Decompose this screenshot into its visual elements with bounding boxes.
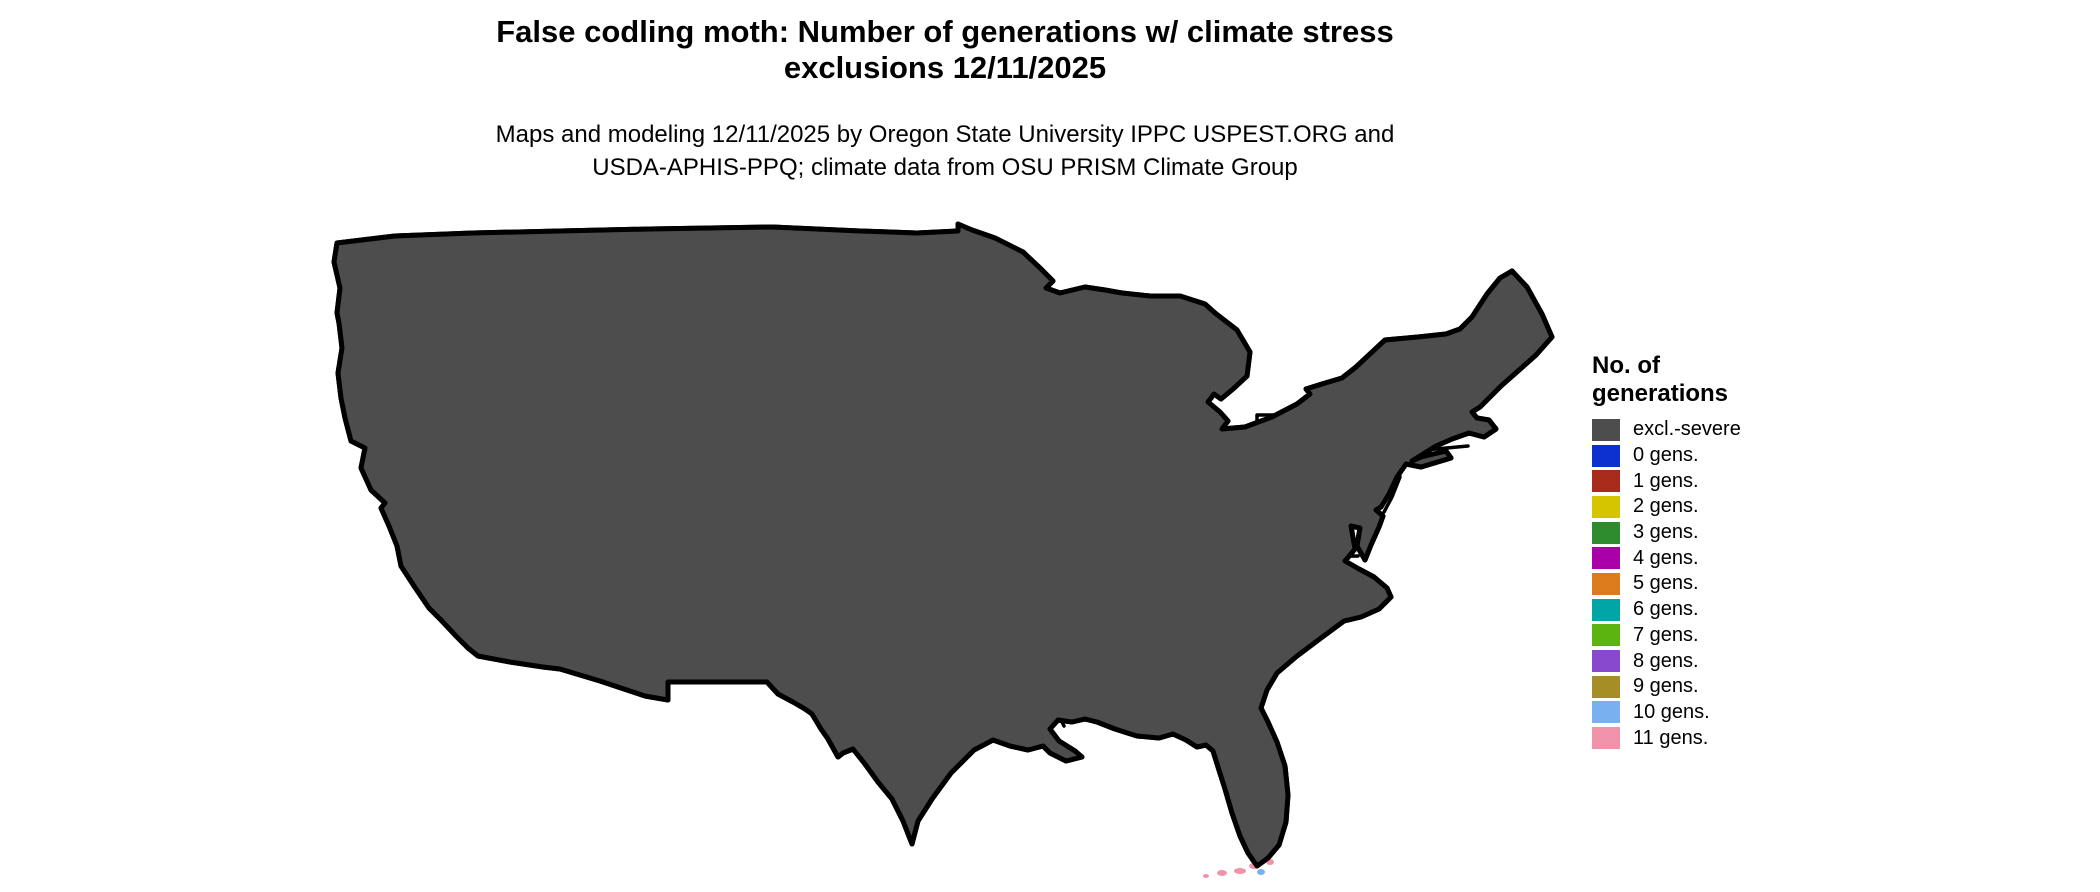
coastline-stroke	[334, 224, 1552, 866]
legend-swatch-2	[1592, 495, 1620, 518]
region-gen-8	[720, 699, 734, 711]
legend-label-3: 3 gens.	[1633, 521, 1699, 544]
page-subtitle-line2: USDA-APHIS-PPQ; climate data from OSU PR…	[592, 154, 1298, 181]
legend-item-excl: excl.-severe	[1592, 417, 1832, 443]
legend-swatch-8	[1592, 650, 1620, 673]
legend-label-7: 7 gens.	[1633, 623, 1699, 646]
region-gen-8	[696, 686, 710, 698]
region-gen-4	[430, 655, 440, 664]
legend-title: No. of generations	[1592, 352, 1832, 408]
region-gen-11	[1234, 868, 1246, 874]
legend-item-3: 3 gens.	[1592, 520, 1832, 546]
legend-label-excl: excl.-severe	[1633, 418, 1741, 441]
legend-swatch-4	[1592, 547, 1620, 570]
legend-item-10: 10 gens.	[1592, 700, 1832, 726]
legend-swatch-11	[1592, 727, 1620, 750]
legend-item-5: 5 gens.	[1592, 571, 1832, 597]
page-subtitle: Maps and modeling 12/11/2025 by Oregon S…	[0, 118, 1890, 184]
legend-swatch-0	[1592, 444, 1620, 467]
legend-label-10: 10 gens.	[1633, 700, 1710, 723]
legend-swatch-7	[1592, 624, 1620, 647]
legend-item-8: 8 gens.	[1592, 648, 1832, 674]
legend-item-0: 0 gens.	[1592, 443, 1832, 469]
legend-item-1: 1 gens.	[1592, 468, 1832, 494]
legend-swatch-6	[1592, 598, 1620, 621]
legend: No. of generations excl.-severe 0 gens. 1 …	[1592, 352, 1832, 751]
region-gen-8	[742, 713, 754, 724]
legend-swatch-10	[1592, 701, 1620, 724]
region-gen-10	[1257, 869, 1265, 875]
legend-item-4: 4 gens.	[1592, 545, 1832, 571]
legend-label-4: 4 gens.	[1633, 546, 1699, 569]
legend-label-6: 6 gens.	[1633, 598, 1699, 621]
legend-item-6: 6 gens.	[1592, 597, 1832, 623]
legend-item-2: 2 gens.	[1592, 494, 1832, 520]
legend-title-line2: generations	[1592, 380, 1729, 407]
legend-label-8: 8 gens.	[1633, 649, 1699, 672]
legend-swatch-5	[1592, 572, 1620, 595]
page-subtitle-line1: Maps and modeling 12/11/2025 by Oregon S…	[495, 121, 1395, 148]
region-gen-6	[759, 727, 778, 744]
legend-swatch-9	[1592, 675, 1620, 698]
map-overlays-keys	[1203, 859, 1274, 878]
legend-swatch-1	[1592, 470, 1620, 493]
legend-label-9: 9 gens.	[1633, 675, 1699, 698]
legend-item-11: 11 gens.	[1592, 725, 1832, 751]
page-title: False codling moth: Number of generation…	[0, 14, 1890, 86]
region-gen-5	[795, 737, 806, 748]
legend-title-line1: No. of	[1592, 352, 1660, 379]
legend-label-2: 2 gens.	[1633, 495, 1699, 518]
legend-rows: excl.-severe 0 gens. 1 gens. 2 gens. 3 gens.…	[1592, 417, 1832, 751]
legend-label-5: 5 gens.	[1633, 572, 1699, 595]
legend-swatch-excl	[1592, 418, 1620, 441]
legend-item-7: 7 gens.	[1592, 623, 1832, 649]
page-title-line2: exclusions 12/11/2025	[783, 50, 1107, 85]
region-gen-11	[1203, 874, 1209, 878]
legend-label-11: 11 gens.	[1633, 726, 1709, 749]
legend-label-1: 1 gens.	[1633, 469, 1699, 492]
legend-item-9: 9 gens.	[1592, 674, 1832, 700]
page-title-line1: False codling moth: Number of generation…	[496, 14, 1394, 49]
region-gen-11	[1217, 870, 1227, 876]
legend-swatch-3	[1592, 521, 1620, 544]
legend-label-0: 0 gens.	[1633, 444, 1699, 467]
